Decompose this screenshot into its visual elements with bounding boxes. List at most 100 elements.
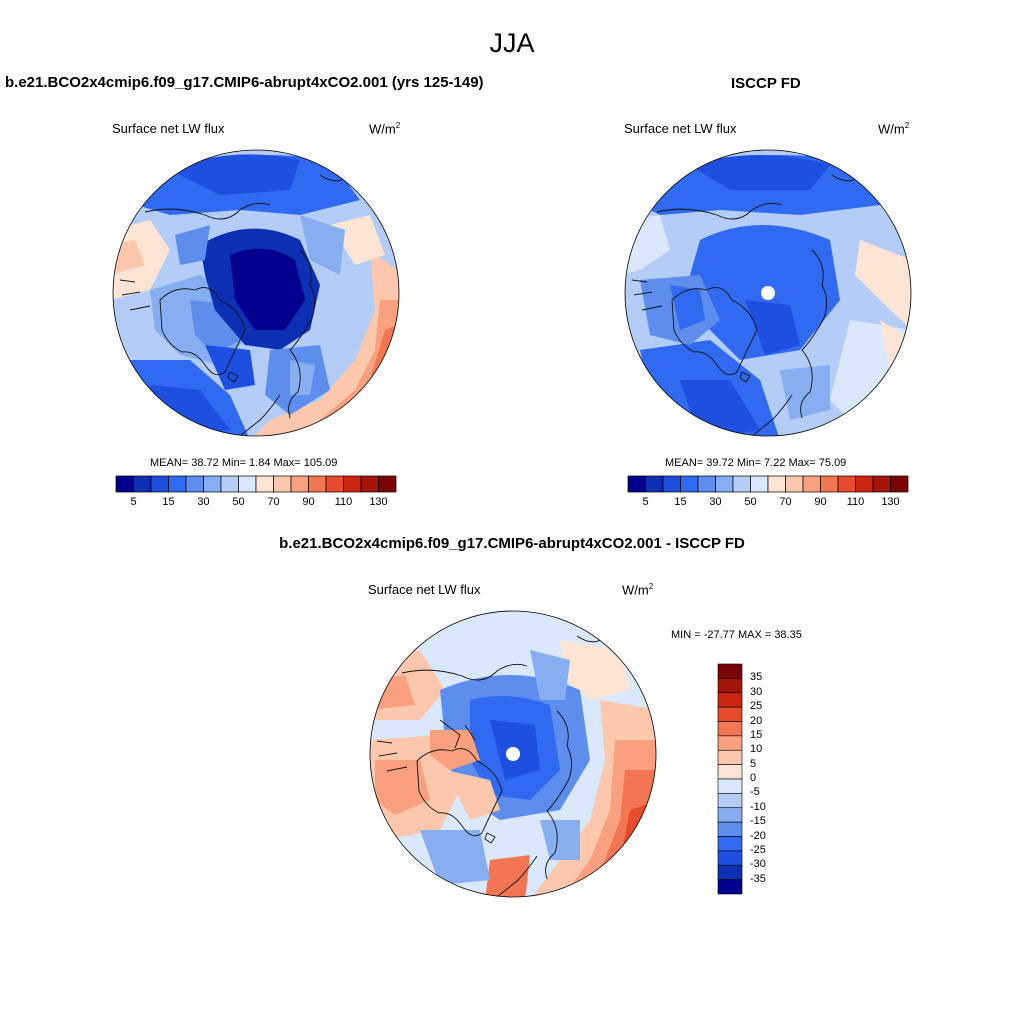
- colorbar-swatch: [325, 475, 344, 493]
- colorbar-swatch: [697, 475, 716, 493]
- colorbar-swatch: [872, 475, 891, 493]
- colorbar-tick-label: 15: [750, 728, 763, 741]
- colorbar-swatch: [855, 475, 874, 493]
- colorbar-tick-label: 0: [750, 772, 757, 784]
- panel-1-units: W/m2: [369, 121, 401, 137]
- colorbar-swatch: [717, 821, 743, 837]
- colorbar-tick-label: 130: [881, 496, 900, 508]
- colorbar-tick-label: 30: [750, 685, 763, 698]
- colorbar-tick-label: 50: [744, 496, 757, 508]
- colorbar-swatch: [717, 749, 743, 765]
- colorbar-tick-label: 130: [369, 496, 388, 508]
- colorbar-swatch: [750, 475, 769, 493]
- map-1-field: [113, 150, 399, 436]
- colorbar-swatch: [150, 475, 169, 493]
- colorbar-tick-label: 15: [674, 496, 687, 508]
- panel-2-stats: MEAN= 39.72 Min= 7.22 Max= 75.09: [665, 457, 847, 469]
- map-2-field: [625, 150, 911, 436]
- colorbar-swatch: [255, 475, 274, 493]
- diff-panel-units: W/m2: [622, 582, 654, 598]
- colorbar-swatch: [837, 475, 856, 493]
- panel-2-colorbar: [627, 475, 909, 493]
- colorbar-swatch: [717, 721, 743, 737]
- panel-2-variable-label: Surface net LW flux: [624, 121, 737, 136]
- colorbar-swatch: [802, 475, 821, 493]
- colorbar-tick-label: -30: [750, 858, 766, 871]
- colorbar-tick-label: 30: [197, 496, 210, 508]
- diff-colorbar: [717, 663, 743, 895]
- colorbar-swatch: [717, 836, 743, 852]
- colorbar-swatch: [645, 475, 664, 493]
- panel-1-title: b.e21.BCO2x4cmip6.f09_g17.CMIP6-abrupt4x…: [5, 74, 484, 91]
- colorbar-swatch: [820, 475, 839, 493]
- colorbar-tick-label: 20: [750, 714, 763, 727]
- panel-1-variable-label: Surface net LW flux: [112, 121, 225, 136]
- colorbar-tick-label: 90: [302, 496, 315, 508]
- colorbar-tick-label: -35: [750, 872, 766, 885]
- colorbar-tick-label: -25: [750, 843, 766, 856]
- colorbar-tick-label: 70: [267, 496, 280, 508]
- colorbar-tick-label: 30: [709, 496, 722, 508]
- colorbar-swatch: [717, 678, 743, 694]
- colorbar-tick-label: 70: [779, 496, 792, 508]
- colorbar-tick-label: -20: [750, 829, 766, 842]
- colorbar-swatch: [890, 475, 909, 493]
- colorbar-tick-label: 10: [750, 743, 763, 756]
- colorbar-swatch: [343, 475, 362, 493]
- colorbar-tick-label: -10: [750, 800, 766, 813]
- map-3-field: [370, 611, 656, 897]
- colorbar-tick-label: -5: [750, 786, 760, 799]
- colorbar-swatch: [717, 735, 743, 751]
- colorbar-swatch: [680, 475, 699, 493]
- colorbar-swatch: [717, 793, 743, 809]
- diff-panel-title: b.e21.BCO2x4cmip6.f09_g17.CMIP6-abrupt4x…: [279, 535, 745, 552]
- colorbar-swatch: [273, 475, 292, 493]
- diff-colorbar-ticks: 35 30 25 20 15 10 5 0 -5 -10 -15 -20 -25 -30 -35: [748, 664, 788, 894]
- panel-2-colorbar-ticks: 5 15 30 50 70 90 110 130: [628, 496, 908, 510]
- colorbar-swatch: [767, 475, 786, 493]
- colorbar-swatch: [717, 692, 743, 708]
- colorbar-swatch: [717, 663, 743, 679]
- colorbar-swatch: [717, 778, 743, 794]
- colorbar-swatch: [732, 475, 751, 493]
- colorbar-tick-label: 25: [750, 700, 763, 713]
- colorbar-tick-label: 5: [750, 757, 757, 770]
- colorbar-swatch: [662, 475, 681, 493]
- colorbar-tick-label: -15: [750, 815, 766, 828]
- colorbar-swatch: [717, 706, 743, 722]
- colorbar-swatch: [185, 475, 204, 493]
- colorbar-tick-label: 90: [814, 496, 827, 508]
- colorbar-swatch: [627, 475, 646, 493]
- colorbar-swatch: [203, 475, 222, 493]
- colorbar-swatch: [378, 475, 397, 493]
- colorbar-swatch: [115, 475, 134, 493]
- colorbar-tick-label: 15: [162, 496, 175, 508]
- colorbar-tick-label: 110: [846, 496, 865, 508]
- diff-panel-stats: MIN = -27.77 MAX = 38.35: [671, 629, 802, 641]
- colorbar-swatch: [717, 850, 743, 866]
- colorbar-swatch: [717, 879, 743, 895]
- colorbar-swatch: [133, 475, 152, 493]
- colorbar-swatch: [290, 475, 309, 493]
- colorbar-tick-label: 110: [334, 496, 353, 508]
- colorbar-swatch: [715, 475, 734, 493]
- colorbar-swatch: [220, 475, 239, 493]
- colorbar-swatch: [785, 475, 804, 493]
- colorbar-tick-label: 5: [642, 496, 649, 508]
- panel-1-colorbar-ticks: 5 15 30 50 70 90 110 130: [116, 496, 396, 510]
- colorbar-tick-label: 5: [130, 496, 137, 508]
- colorbar-swatch: [717, 764, 743, 780]
- panel-1-stats: MEAN= 38.72 Min= 1.84 Max= 105.09: [150, 457, 338, 469]
- colorbar-swatch: [360, 475, 379, 493]
- colorbar-swatch: [308, 475, 327, 493]
- panel-1-colorbar: [115, 475, 397, 493]
- main-title: JJA: [489, 28, 535, 58]
- panel-2-title: ISCCP FD: [731, 75, 801, 92]
- diff-panel-variable-label: Surface net LW flux: [368, 582, 481, 597]
- colorbar-swatch: [238, 475, 257, 493]
- colorbar-tick-label: 35: [750, 671, 763, 684]
- colorbar-swatch: [717, 864, 743, 880]
- colorbar-swatch: [717, 807, 743, 823]
- colorbar-swatch: [168, 475, 187, 493]
